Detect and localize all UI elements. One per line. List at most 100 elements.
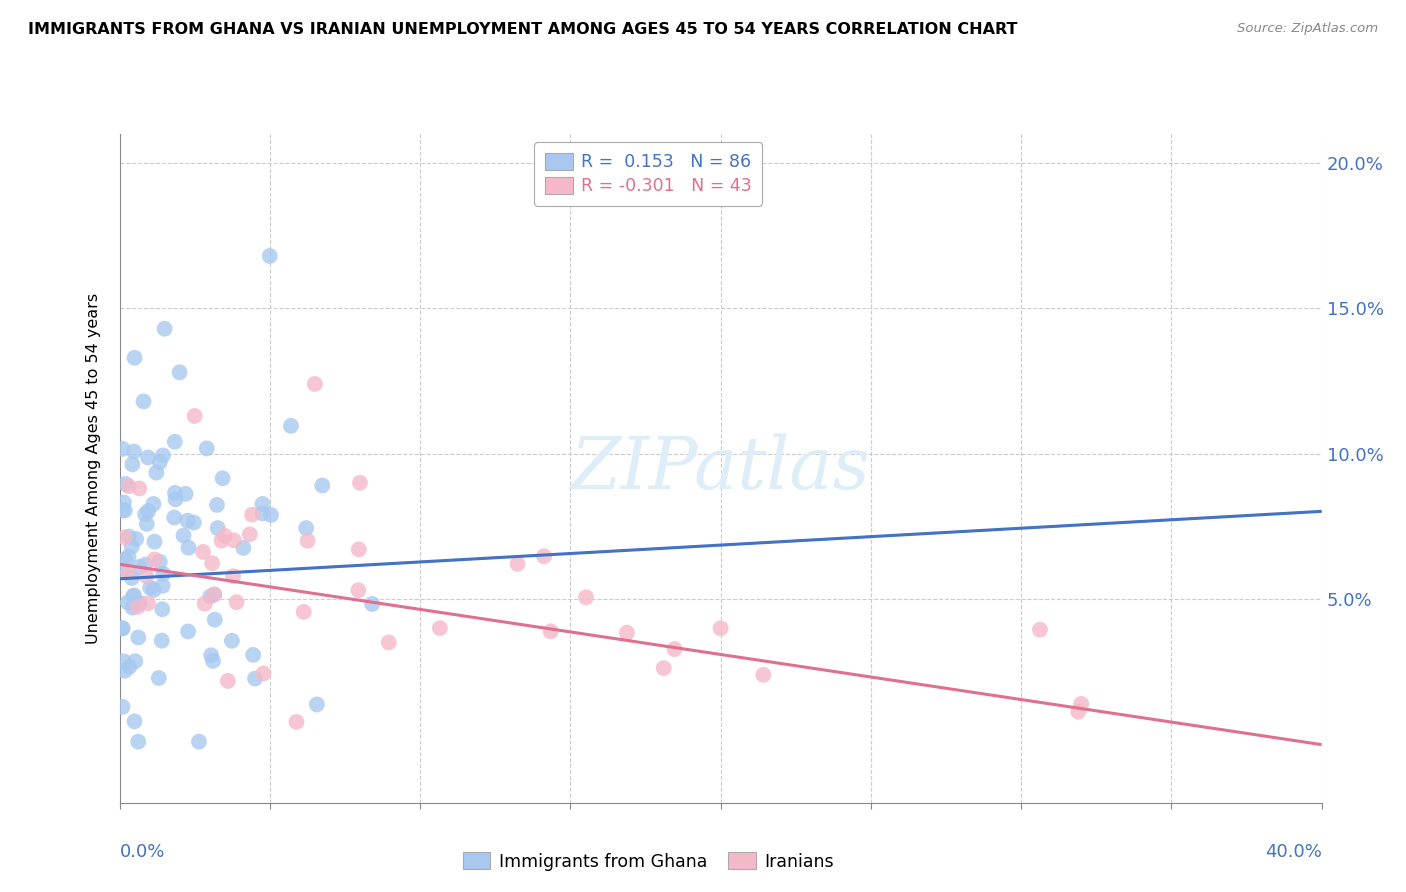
Point bbox=[194, 597, 217, 611]
Point bbox=[201, 556, 224, 570]
Point bbox=[121, 540, 143, 554]
Point bbox=[112, 495, 135, 509]
Point bbox=[149, 455, 172, 469]
Point bbox=[259, 249, 281, 263]
Point bbox=[347, 542, 370, 557]
Point bbox=[232, 541, 254, 555]
Point bbox=[135, 516, 157, 531]
Point bbox=[533, 549, 555, 564]
Point bbox=[111, 564, 134, 578]
Point bbox=[349, 475, 371, 490]
Point bbox=[136, 450, 159, 465]
Point bbox=[128, 560, 150, 574]
Point bbox=[111, 442, 134, 456]
Point bbox=[121, 600, 143, 615]
Point bbox=[202, 587, 225, 601]
Point bbox=[139, 581, 162, 595]
Point bbox=[124, 654, 146, 668]
Point bbox=[1070, 697, 1092, 711]
Point bbox=[150, 602, 173, 616]
Point bbox=[114, 503, 136, 517]
Point bbox=[128, 596, 150, 610]
Point bbox=[242, 648, 264, 662]
Point bbox=[118, 660, 141, 674]
Point bbox=[136, 596, 159, 610]
Point bbox=[121, 571, 143, 585]
Point bbox=[183, 516, 205, 530]
Point bbox=[295, 521, 318, 535]
Point bbox=[111, 503, 134, 517]
Point bbox=[134, 508, 156, 522]
Point bbox=[252, 507, 274, 521]
Point bbox=[165, 492, 187, 507]
Point bbox=[112, 654, 135, 668]
Text: 0.0%: 0.0% bbox=[120, 843, 165, 861]
Text: 40.0%: 40.0% bbox=[1265, 843, 1322, 861]
Point bbox=[652, 661, 675, 675]
Point bbox=[121, 458, 143, 472]
Point bbox=[124, 714, 146, 729]
Point bbox=[183, 409, 205, 423]
Legend: Immigrants from Ghana, Iranians: Immigrants from Ghana, Iranians bbox=[453, 842, 845, 881]
Point bbox=[128, 482, 150, 496]
Point bbox=[200, 648, 222, 663]
Point bbox=[174, 487, 197, 501]
Point bbox=[292, 605, 315, 619]
Point bbox=[114, 664, 136, 678]
Point bbox=[211, 471, 233, 485]
Point bbox=[117, 595, 139, 609]
Point bbox=[163, 510, 186, 524]
Point bbox=[176, 514, 198, 528]
Point bbox=[114, 552, 136, 566]
Point bbox=[285, 714, 308, 729]
Point bbox=[142, 497, 165, 511]
Point bbox=[239, 527, 262, 541]
Point bbox=[222, 569, 245, 583]
Point bbox=[616, 625, 638, 640]
Point bbox=[752, 668, 775, 682]
Point bbox=[149, 555, 172, 569]
Point bbox=[221, 633, 243, 648]
Point bbox=[225, 595, 247, 609]
Point bbox=[163, 434, 186, 449]
Point bbox=[204, 613, 226, 627]
Point bbox=[127, 735, 149, 749]
Point bbox=[145, 466, 167, 480]
Point bbox=[311, 478, 333, 492]
Point bbox=[117, 549, 139, 564]
Point bbox=[114, 530, 136, 544]
Point bbox=[135, 569, 157, 583]
Point bbox=[118, 530, 141, 544]
Point bbox=[169, 365, 191, 379]
Point bbox=[305, 698, 328, 712]
Point bbox=[240, 508, 263, 522]
Point bbox=[117, 479, 139, 493]
Point bbox=[347, 583, 370, 598]
Point bbox=[202, 587, 225, 601]
Point bbox=[163, 486, 186, 500]
Point bbox=[111, 699, 134, 714]
Point bbox=[122, 590, 145, 604]
Point bbox=[280, 418, 302, 433]
Point bbox=[188, 735, 211, 749]
Text: IMMIGRANTS FROM GHANA VS IRANIAN UNEMPLOYMENT AMONG AGES 45 TO 54 YEARS CORRELAT: IMMIGRANTS FROM GHANA VS IRANIAN UNEMPLO… bbox=[28, 22, 1018, 37]
Point bbox=[152, 566, 174, 581]
Point bbox=[136, 504, 159, 518]
Point bbox=[173, 528, 195, 542]
Point bbox=[709, 621, 731, 635]
Point bbox=[202, 654, 225, 668]
Y-axis label: Unemployment Among Ages 45 to 54 years: Unemployment Among Ages 45 to 54 years bbox=[86, 293, 101, 644]
Point bbox=[207, 521, 229, 535]
Point bbox=[114, 477, 136, 491]
Text: ZIPatlas: ZIPatlas bbox=[571, 433, 870, 504]
Point bbox=[297, 533, 319, 548]
Point bbox=[429, 621, 451, 635]
Point bbox=[143, 552, 166, 566]
Point bbox=[222, 533, 245, 548]
Point bbox=[148, 671, 170, 685]
Point bbox=[117, 565, 139, 579]
Point bbox=[191, 545, 214, 559]
Point bbox=[142, 582, 165, 597]
Point bbox=[664, 642, 686, 657]
Point bbox=[304, 376, 326, 391]
